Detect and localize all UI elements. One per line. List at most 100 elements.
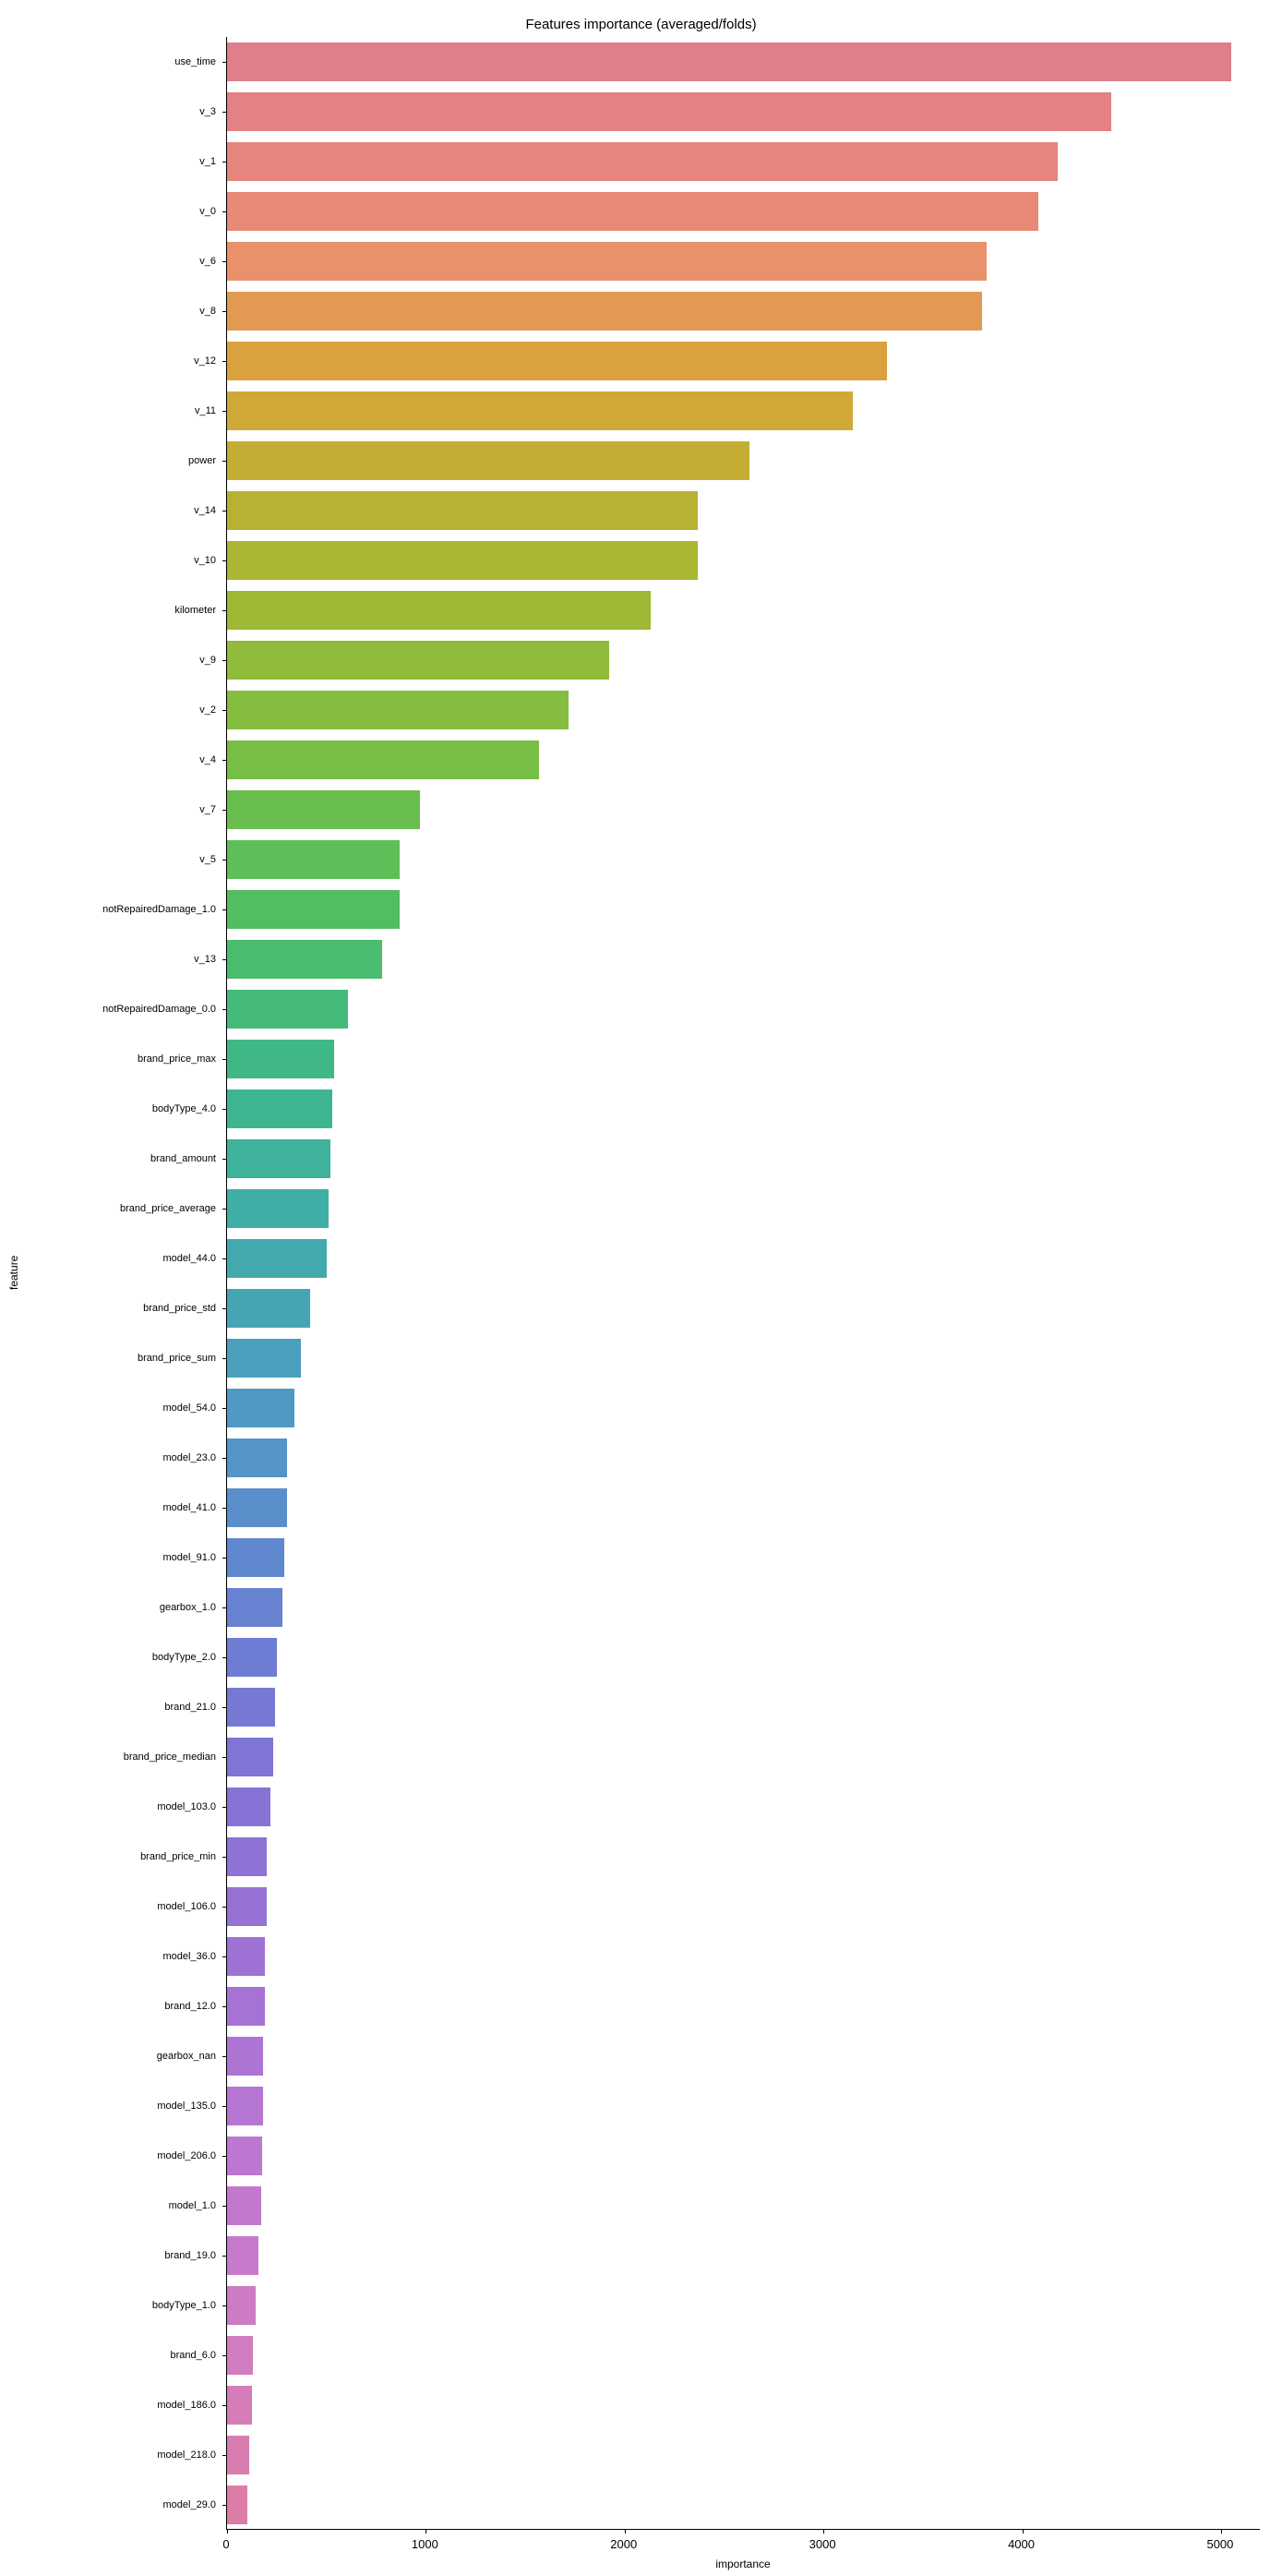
bar (227, 1189, 329, 1228)
y-tick-label: brand_19.0 (4, 2251, 216, 2261)
bar (227, 1089, 332, 1128)
x-tick-label: 3000 (809, 2537, 836, 2551)
y-tick-label: model_106.0 (4, 1902, 216, 1912)
bar (227, 342, 887, 380)
bar (227, 2037, 263, 2076)
bar (227, 1389, 294, 1427)
bar (227, 1588, 282, 1627)
y-tick-label: v_10 (4, 556, 216, 566)
x-tick-label: 2000 (610, 2537, 637, 2551)
y-tick-label: model_91.0 (4, 1553, 216, 1563)
x-axis-title: importance (226, 2558, 1260, 2570)
y-tick-label: model_29.0 (4, 2500, 216, 2510)
bar (227, 242, 987, 281)
y-tick-label: model_44.0 (4, 1254, 216, 1264)
y-tick-label: brand_price_std (4, 1304, 216, 1314)
y-tick-label: brand_price_max (4, 1054, 216, 1065)
bar (227, 890, 400, 929)
y-tick-label: notRepairedDamage_1.0 (4, 905, 216, 915)
bar (227, 2137, 262, 2175)
y-tick-label: model_54.0 (4, 1403, 216, 1414)
y-tick-label: v_8 (4, 307, 216, 317)
y-tick-label: v_13 (4, 955, 216, 965)
bar (227, 142, 1058, 181)
y-tick-label: v_14 (4, 506, 216, 516)
y-tick-label: brand_price_min (4, 1852, 216, 1862)
y-tick-label: model_1.0 (4, 2201, 216, 2211)
bar (227, 1289, 310, 1328)
x-tick-label: 0 (222, 2537, 229, 2551)
bar (227, 192, 1038, 231)
chart-title: Features importance (averaged/folds) (0, 17, 1282, 32)
y-tick-label: brand_amount (4, 1154, 216, 1164)
x-tick-label: 5000 (1206, 2537, 1233, 2551)
y-tick-label: model_186.0 (4, 2401, 216, 2411)
bar (227, 441, 749, 480)
y-tick-label: model_36.0 (4, 1952, 216, 1962)
bar (227, 1239, 327, 1278)
y-tick-label: v_5 (4, 855, 216, 865)
bar (227, 2386, 252, 2425)
y-tick-label: v_4 (4, 755, 216, 765)
y-tick-label: bodyType_2.0 (4, 1653, 216, 1663)
y-tick-label: v_2 (4, 705, 216, 716)
y-tick-label: model_23.0 (4, 1453, 216, 1463)
y-tick-label: brand_21.0 (4, 1703, 216, 1713)
x-tick-label: 1000 (412, 2537, 438, 2551)
bar (227, 1488, 287, 1527)
y-tick-label: bodyType_1.0 (4, 2301, 216, 2311)
bar (227, 541, 698, 580)
y-tick-label: brand_price_median (4, 1752, 216, 1763)
bar (227, 2286, 256, 2325)
bar (227, 591, 651, 630)
y-tick-label: v_11 (4, 406, 216, 416)
y-tick-label: model_103.0 (4, 1802, 216, 1812)
y-tick-label: gearbox_1.0 (4, 1603, 216, 1613)
y-tick-label: v_3 (4, 107, 216, 117)
bar (227, 42, 1231, 81)
y-tick-label: brand_price_sum (4, 1354, 216, 1364)
plot-area (226, 37, 1260, 2530)
bar (227, 1738, 273, 1776)
bar (227, 840, 400, 879)
bar (227, 292, 982, 331)
bar (227, 2236, 258, 2275)
bar (227, 740, 539, 779)
bar (227, 1837, 267, 1876)
y-tick-label: v_9 (4, 656, 216, 666)
feature-importance-chart: Features importance (averaged/folds) fea… (0, 0, 1282, 2576)
bar (227, 1788, 270, 1826)
y-tick-label: kilometer (4, 606, 216, 616)
y-tick-label: model_206.0 (4, 2151, 216, 2161)
y-tick-label: brand_price_average (4, 1204, 216, 1214)
bar (227, 2186, 261, 2225)
y-tick-label: v_12 (4, 356, 216, 367)
bar (227, 1139, 330, 1178)
bar (227, 1438, 287, 1477)
y-tick-label: notRepairedDamage_0.0 (4, 1005, 216, 1015)
bar (227, 790, 420, 829)
y-tick-label: use_time (4, 57, 216, 67)
bar (227, 990, 348, 1029)
bar (227, 391, 853, 430)
bar (227, 2336, 253, 2375)
y-tick-label: brand_6.0 (4, 2351, 216, 2361)
bar (227, 1688, 275, 1727)
y-tick-label: v_1 (4, 157, 216, 167)
bar (227, 1987, 265, 2026)
y-tick-label: brand_12.0 (4, 2002, 216, 2012)
bar (227, 641, 609, 680)
y-tick-label: gearbox_nan (4, 2052, 216, 2062)
y-tick-label: model_41.0 (4, 1503, 216, 1513)
bar (227, 1040, 334, 1078)
bar (227, 1538, 284, 1577)
y-tick-label: bodyType_4.0 (4, 1104, 216, 1114)
bar (227, 691, 569, 729)
y-tick-label: v_6 (4, 257, 216, 267)
bar (227, 1887, 267, 1926)
bar (227, 491, 698, 530)
y-tick-label: model_135.0 (4, 2101, 216, 2112)
bar (227, 2436, 249, 2474)
bar (227, 2486, 247, 2524)
x-tick-label: 4000 (1008, 2537, 1035, 2551)
